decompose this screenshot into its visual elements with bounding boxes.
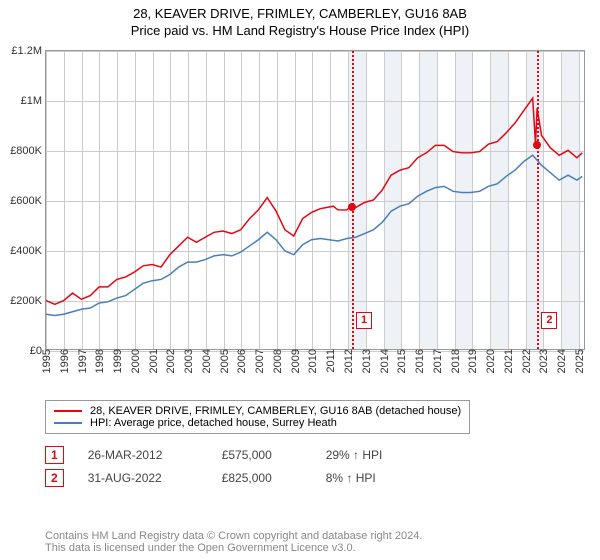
series-line [46,155,582,315]
x-axis-label: 2024 [554,349,568,373]
x-axis-label: 2025 [572,349,586,373]
chart-container: 28, KEAVER DRIVE, FRIMLEY, CAMBERLEY, GU… [0,0,600,560]
x-axis-label: 2023 [536,349,550,373]
y-axis-label: £800K [10,145,46,157]
event-table-row: 2 31-AUG-2022 £825,000 8% ↑ HPI [45,469,382,487]
y-axis-label: £200K [10,295,46,307]
series-svg [46,51,584,349]
legend: 28, KEAVER DRIVE, FRIMLEY, CAMBERLEY, GU… [45,400,470,434]
event-price: £825,000 [222,471,302,485]
x-axis-label: 2005 [217,349,231,373]
event-price: £575,000 [222,448,302,462]
x-axis-label: 2009 [288,349,302,373]
x-axis-label: 2003 [181,349,195,373]
x-axis-label: 2008 [270,349,284,373]
chart-subtitle: Price paid vs. HM Land Registry's House … [0,21,600,38]
x-axis-label: 2021 [501,349,515,373]
legend-swatch [54,410,82,412]
legend-row: HPI: Average price, detached house, Surr… [54,417,461,429]
x-axis-label: 2010 [305,349,319,373]
y-axis-label: £600K [10,195,46,207]
x-axis-label: 2020 [483,349,497,373]
legend-label: 28, KEAVER DRIVE, FRIMLEY, CAMBERLEY, GU… [90,405,461,417]
x-axis-label: 1996 [57,349,71,373]
legend-swatch [54,422,82,424]
event-date: 31-AUG-2022 [88,471,198,485]
legend-row: 28, KEAVER DRIVE, FRIMLEY, CAMBERLEY, GU… [54,405,461,417]
x-axis-label: 2000 [128,349,142,373]
x-axis-label: 2016 [412,349,426,373]
x-axis-label: 2017 [430,349,444,373]
event-number-box: 1 [45,446,64,464]
x-axis-label: 2022 [519,349,533,373]
x-axis-label: 1997 [75,349,89,373]
event-number-box: 2 [45,469,64,487]
x-axis-label: 2006 [234,349,248,373]
events-table: 1 26-MAR-2012 £575,000 29% ↑ HPI 2 31-AUG-202… [45,446,382,492]
x-axis-label: 2002 [163,349,177,373]
x-axis-label: 2013 [359,349,373,373]
x-axis-label: 2011 [323,349,337,373]
x-axis-label: 1999 [110,349,124,373]
x-axis-label: 2015 [394,349,408,373]
x-axis-label: 2018 [448,349,462,373]
footer-attribution: Contains HM Land Registry data © Crown c… [45,530,588,554]
y-axis-label: £1.2M [11,45,46,57]
footer-line: Contains HM Land Registry data © Crown c… [45,530,588,542]
event-relative: 29% ↑ HPI [326,448,383,462]
plot-area: £0£200K£400K£600K£800K£1M£1.2M1995199619… [45,50,585,350]
chart-title: 28, KEAVER DRIVE, FRIMLEY, CAMBERLEY, GU… [0,0,600,21]
x-axis-label: 2001 [146,349,160,373]
series-line [46,98,582,304]
x-axis-label: 1998 [92,349,106,373]
x-axis-label: 2007 [252,349,266,373]
legend-label: HPI: Average price, detached house, Surr… [90,417,337,429]
x-axis-label: 1995 [39,349,53,373]
x-axis-label: 2019 [465,349,479,373]
footer-line: This data is licensed under the Open Gov… [45,542,588,554]
event-table-row: 1 26-MAR-2012 £575,000 29% ↑ HPI [45,446,382,464]
y-axis-label: £400K [10,245,46,257]
x-axis-label: 2014 [377,349,391,373]
event-relative: 8% ↑ HPI [326,471,376,485]
y-axis-label: £1M [21,95,46,107]
x-axis-label: 2012 [341,349,355,373]
event-date: 26-MAR-2012 [88,448,198,462]
x-axis-label: 2004 [199,349,213,373]
